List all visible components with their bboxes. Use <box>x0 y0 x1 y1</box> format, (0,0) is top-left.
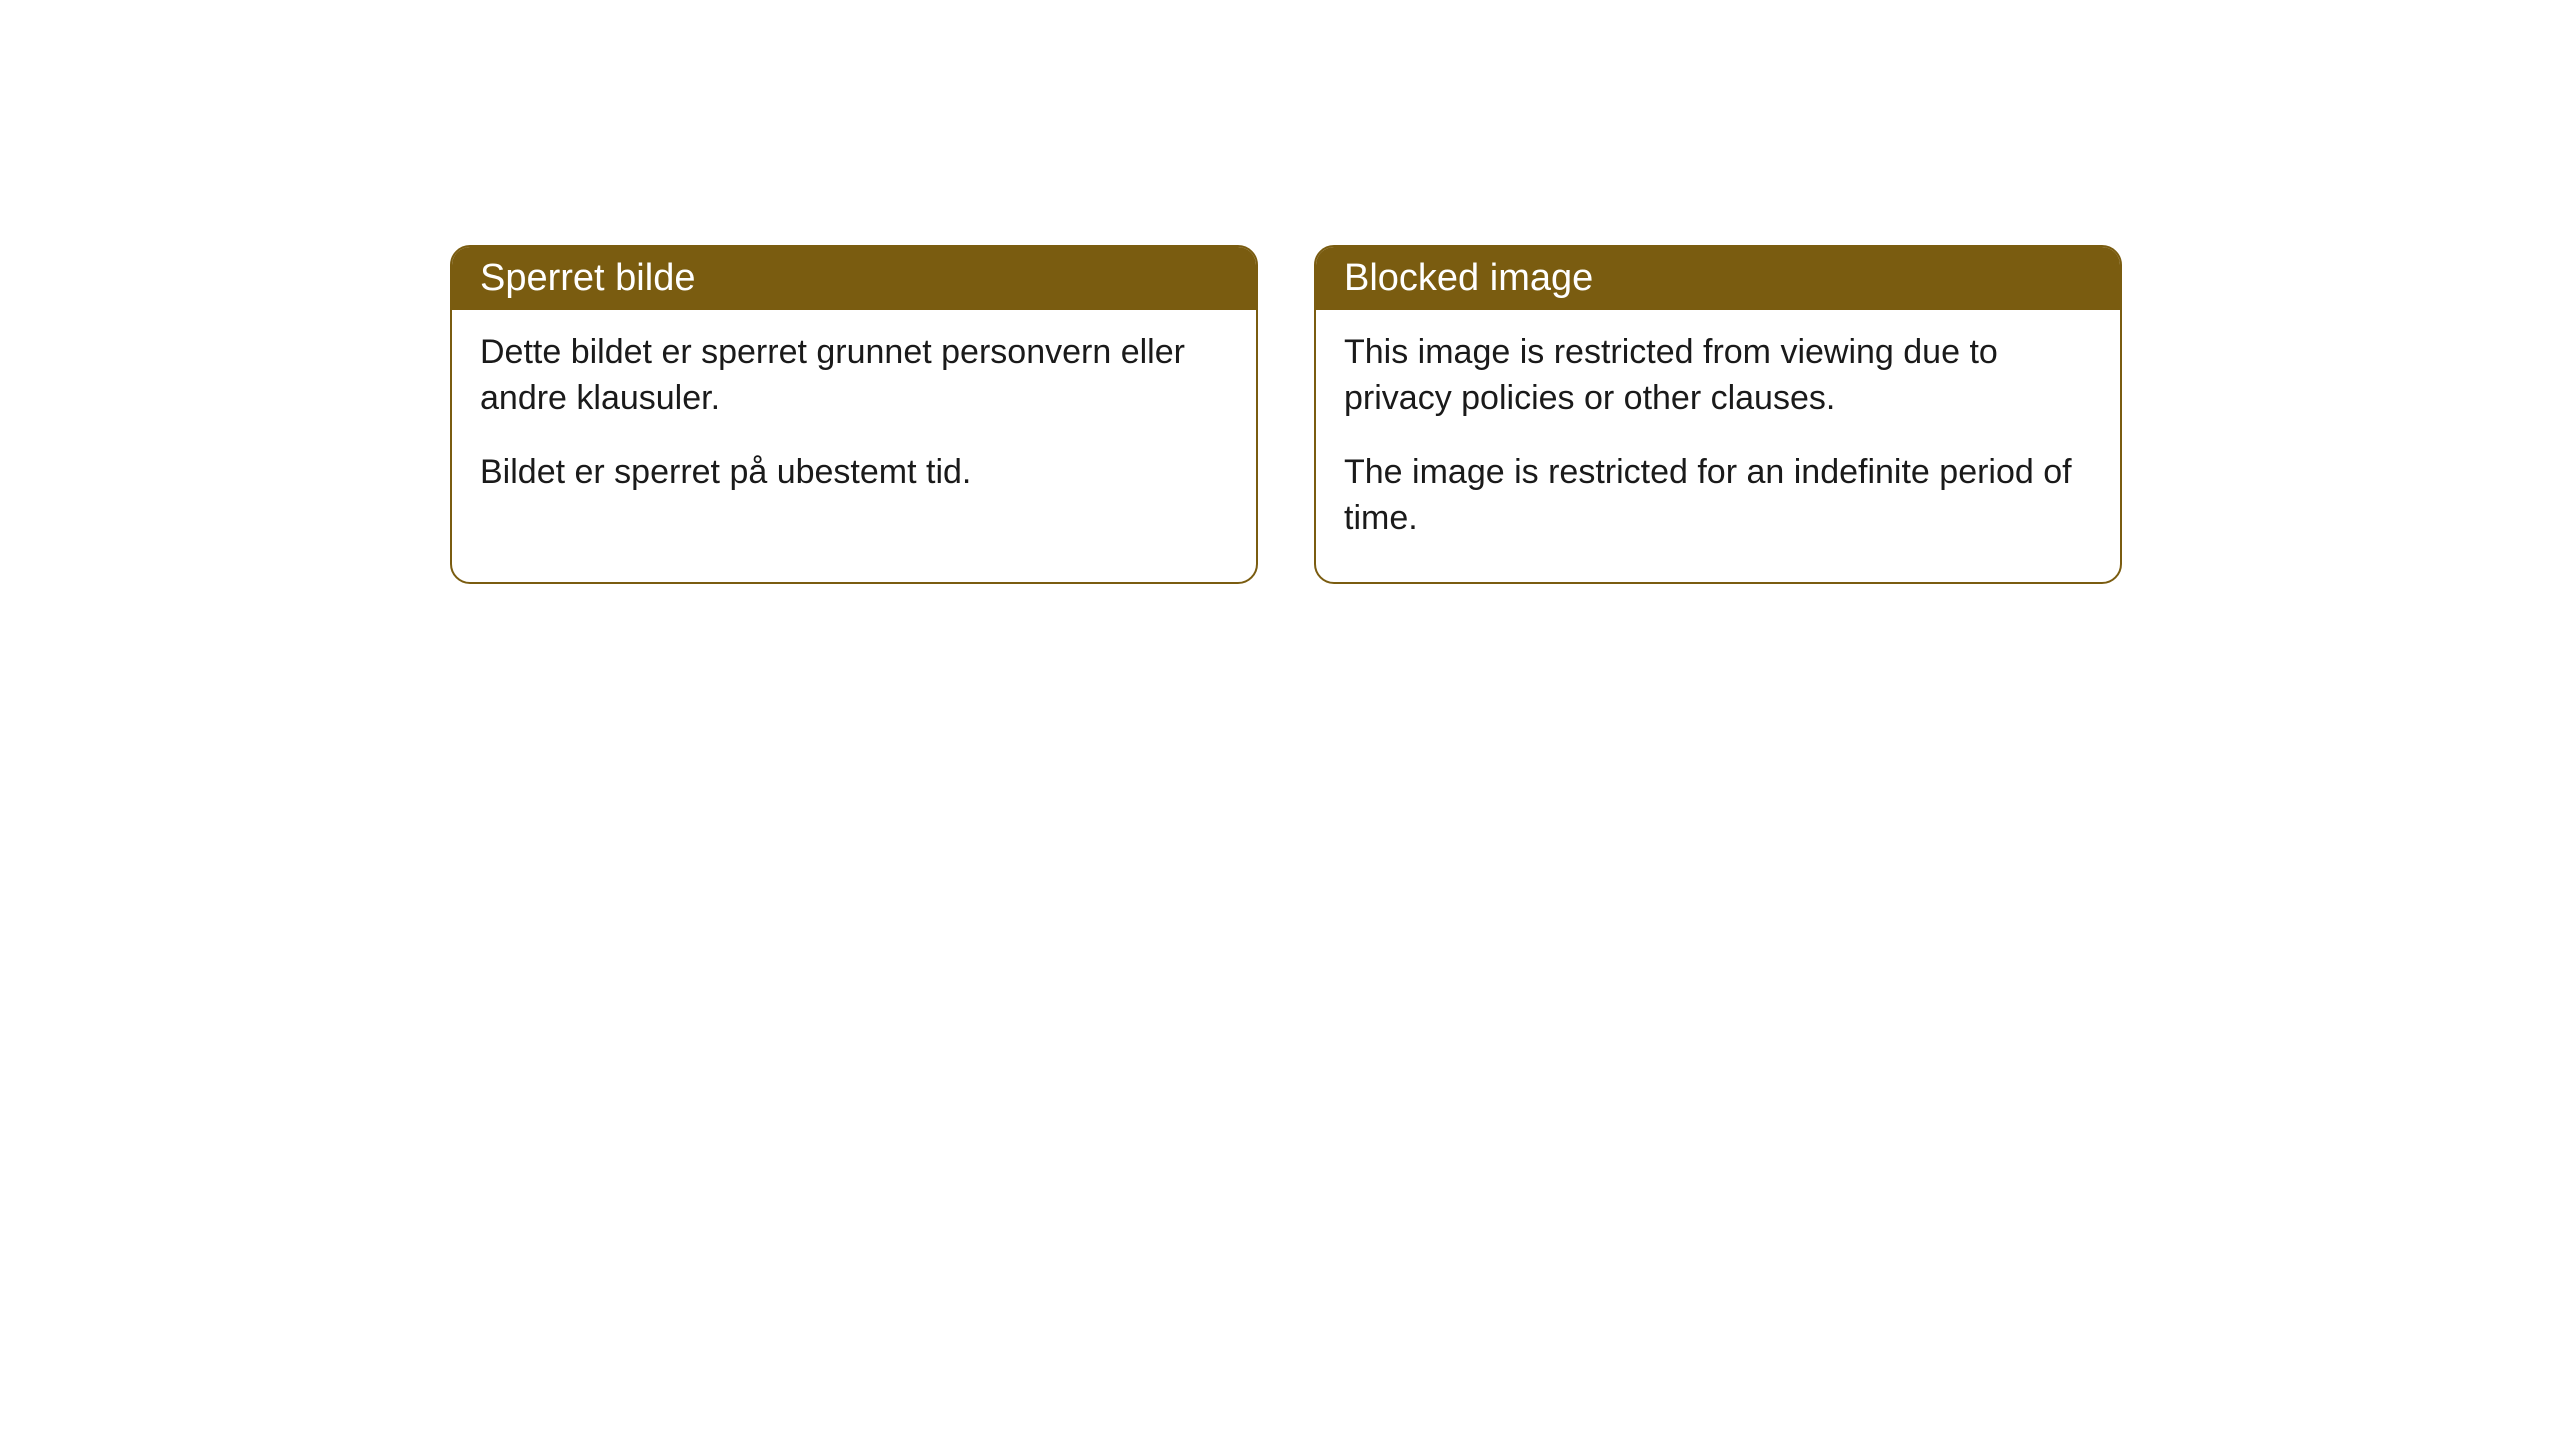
blocked-image-card-norwegian: Sperret bilde Dette bildet er sperret gr… <box>450 245 1258 584</box>
notice-cards-container: Sperret bilde Dette bildet er sperret gr… <box>450 245 2122 584</box>
card-paragraph: The image is restricted for an indefinit… <box>1344 450 2092 542</box>
card-body: Dette bildet er sperret grunnet personve… <box>452 310 1256 536</box>
blocked-image-card-english: Blocked image This image is restricted f… <box>1314 245 2122 584</box>
card-paragraph: Dette bildet er sperret grunnet personve… <box>480 330 1228 422</box>
card-header: Sperret bilde <box>452 247 1256 310</box>
card-body: This image is restricted from viewing du… <box>1316 310 2120 582</box>
card-paragraph: This image is restricted from viewing du… <box>1344 330 2092 422</box>
card-title: Blocked image <box>1344 257 1593 299</box>
card-paragraph: Bildet er sperret på ubestemt tid. <box>480 450 1228 496</box>
card-header: Blocked image <box>1316 247 2120 310</box>
card-title: Sperret bilde <box>480 257 695 299</box>
